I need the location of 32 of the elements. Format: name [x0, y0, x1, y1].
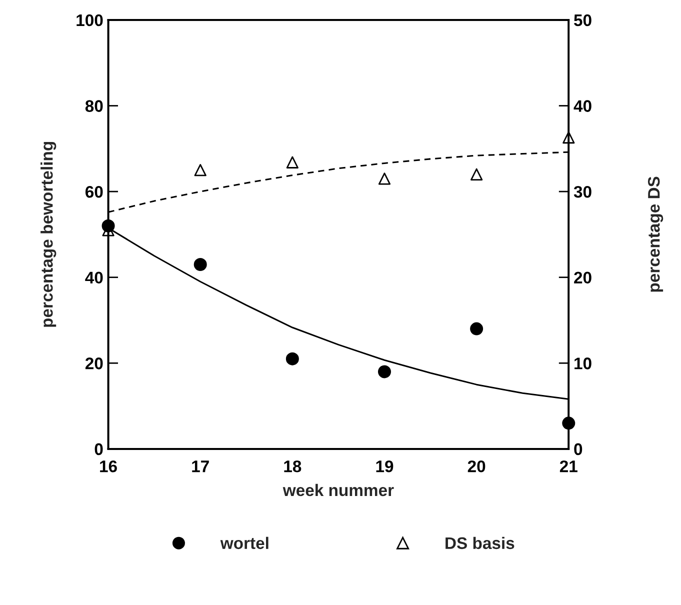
y-tick-label: 20 [85, 358, 103, 370]
y2-tick-label: 0 [574, 443, 582, 456]
y2-tick-label: 50 [574, 14, 592, 26]
y-axis-title: percentage beworteling [40, 142, 56, 327]
legend-label: wortel [220, 536, 268, 550]
y2-axis-title: percentage DS [648, 176, 664, 292]
point [562, 131, 575, 144]
y-tick-label: 80 [85, 100, 103, 112]
x-tick-label: 16 [100, 460, 117, 472]
point [194, 258, 207, 271]
x-tick-label: 20 [468, 460, 486, 472]
y2-tick-label: 20 [574, 272, 592, 284]
y2-tick-label: 10 [574, 358, 592, 370]
x-tick-label: 19 [376, 460, 394, 472]
x-tick-label: 21 [560, 460, 578, 472]
y-tick-label: 40 [85, 272, 103, 284]
y2-tick-label: 40 [574, 100, 592, 112]
y-tick-label: 60 [85, 186, 103, 198]
x-tick-label: 17 [192, 460, 209, 472]
x-axis-title: week nummer [282, 484, 394, 496]
point [470, 322, 484, 336]
point [286, 156, 298, 168]
point [470, 168, 483, 180]
y2-tick-label: 30 [574, 186, 592, 198]
y-tick-label: 100 [76, 14, 103, 26]
point [286, 352, 299, 366]
point [378, 365, 391, 378]
point [194, 164, 206, 176]
legend-label: DS basis [446, 536, 514, 550]
x-tick-label: 18 [284, 460, 302, 472]
point [378, 172, 391, 185]
y-tick-label: 0 [94, 443, 103, 456]
